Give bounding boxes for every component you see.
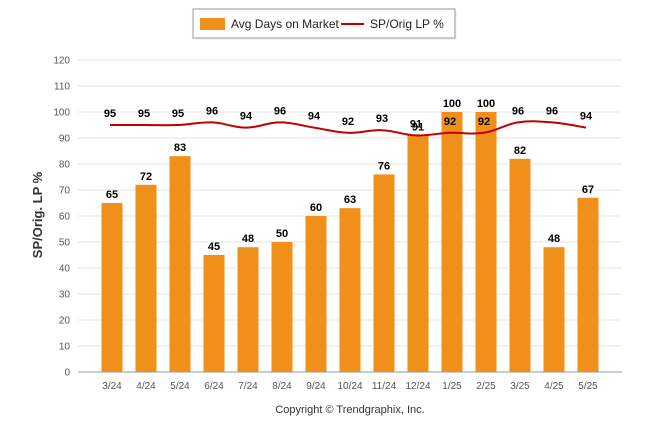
x-tick-label: 3/24 [102, 381, 122, 392]
bar-data-label: 72 [140, 171, 152, 183]
bar-data-label: 91 [412, 121, 424, 133]
bar [271, 242, 293, 372]
legend-label-line: SP/Orig LP % [370, 17, 444, 31]
x-axis: 3/24 4/24 5/24 6/24 7/24 8/24 9/24 10/24 11/24 12… [102, 381, 598, 392]
bar-data-label: 100 [443, 98, 461, 110]
bar-data-label: 48 [548, 233, 560, 245]
x-tick-label: 1/25 [442, 381, 462, 392]
line-data-label: 95 [172, 108, 184, 120]
y-tick-label: 80 [59, 160, 71, 171]
line-data-label: 95 [104, 108, 116, 120]
line-data-label: 93 [376, 113, 388, 125]
bar-data-label: 63 [344, 194, 356, 206]
bar-data-label: 65 [106, 189, 118, 201]
x-tick-label: 12/24 [405, 381, 430, 392]
bar [373, 174, 395, 372]
x-tick-label: 3/25 [510, 381, 530, 392]
y-tick-label: 70 [59, 186, 71, 197]
bar [203, 255, 225, 372]
x-tick-label: 4/25 [544, 381, 564, 392]
y-tick-label: 0 [64, 368, 70, 379]
line-data-label: 94 [580, 111, 593, 123]
y-axis-label: SP/Orig. LP % [30, 171, 45, 258]
line-data-label: 96 [206, 105, 218, 117]
legend-swatch-bar [200, 18, 225, 30]
y-tick-label: 20 [59, 316, 71, 327]
bar [101, 203, 123, 372]
line-data-label: 92 [444, 116, 456, 128]
bar [441, 112, 463, 372]
x-tick-label: 11/24 [372, 381, 397, 392]
line-data-label: 94 [308, 111, 321, 123]
bar [135, 184, 157, 372]
line-data-label: 96 [546, 105, 558, 117]
line-data-label: 96 [274, 105, 286, 117]
x-tick-label: 7/24 [238, 381, 258, 392]
x-tick-label: 5/24 [170, 381, 190, 392]
line-data-label: 92 [478, 116, 490, 128]
x-tick-label: 5/25 [578, 381, 598, 392]
bar-data-label: 45 [208, 241, 220, 253]
legend-label-bar: Avg Days on Market [231, 17, 339, 31]
x-tick-label: 8/24 [272, 381, 292, 392]
copyright-text: Copyright © Trendgraphix, Inc. [275, 404, 424, 416]
bar-data-label: 67 [582, 184, 594, 196]
bar [577, 197, 599, 372]
y-tick-label: 120 [53, 56, 70, 67]
y-tick-label: 110 [54, 82, 70, 93]
line-data-label: 92 [342, 116, 354, 128]
y-tick-label: 90 [59, 134, 71, 145]
line-data-label: 91 [410, 118, 422, 130]
bar [169, 156, 191, 372]
bar [237, 247, 259, 372]
bar-data-label: 60 [310, 202, 322, 214]
x-tick-label: 9/24 [306, 381, 326, 392]
bar [475, 112, 497, 372]
y-tick-label: 10 [59, 342, 71, 353]
bar [543, 247, 565, 372]
bar [305, 216, 327, 372]
y-tick-label: 30 [59, 290, 71, 301]
legend-box [192, 8, 456, 39]
bar-data-label: 83 [174, 142, 186, 154]
y-tick-label: 100 [53, 108, 70, 119]
line-data-label: 96 [512, 105, 524, 117]
y-tick-label: 60 [59, 212, 71, 223]
bar [509, 158, 531, 372]
x-tick-label: 4/24 [136, 381, 156, 392]
bar-data-label: 76 [378, 160, 390, 172]
line-data-label: 95 [138, 108, 150, 120]
x-tick-label: 6/24 [204, 381, 224, 392]
line-path [109, 120, 587, 137]
bar-data-label: 48 [242, 233, 254, 245]
x-tick-label: 2/25 [476, 381, 496, 392]
x-tick-label: 10/24 [337, 381, 362, 392]
legend: Avg Days on Market SP/Orig LP % [192, 8, 457, 40]
bars: 65 72 83 45 48 50 60 63 76 91 100 100 82 48 67 [101, 98, 599, 372]
y-axis: 0 10 20 30 40 50 60 70 80 90 100 110 120 [53, 56, 70, 379]
bar [339, 208, 361, 372]
bar [407, 135, 429, 372]
bar-data-label: 82 [514, 145, 526, 157]
bar-data-label: 100 [477, 98, 495, 110]
line-series: 95 95 95 96 94 96 94 92 93 91 92 92 96 96 94 [104, 105, 593, 137]
line-data-label: 94 [240, 111, 253, 123]
bar-data-label: 50 [276, 228, 288, 240]
y-tick-label: 40 [59, 264, 71, 275]
y-tick-label: 50 [59, 238, 71, 249]
